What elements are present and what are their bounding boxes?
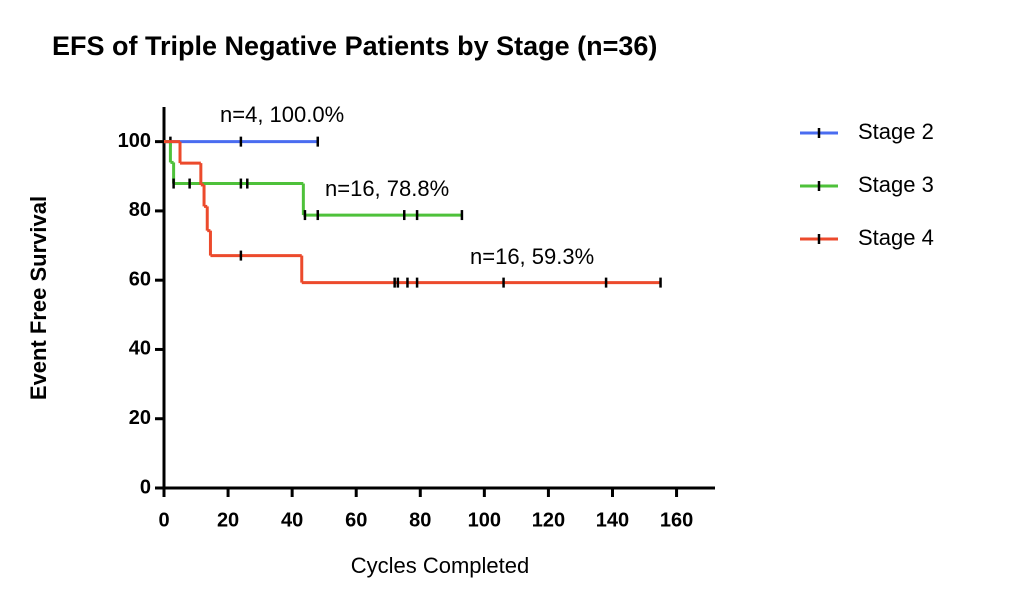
y-tick-label: 100 <box>118 130 151 152</box>
x-tick-label: 0 <box>158 509 169 531</box>
annotation: n=16, 59.3% <box>470 244 594 269</box>
y-tick-label: 80 <box>129 199 151 221</box>
x-tick-label: 100 <box>468 509 501 531</box>
x-tick-label: 160 <box>660 509 693 531</box>
y-tick-label: 20 <box>129 407 151 429</box>
legend-label: Stage 4 <box>858 225 934 250</box>
x-tick-label: 20 <box>217 509 239 531</box>
annotation: n=16, 78.8% <box>325 176 449 201</box>
x-tick-label: 40 <box>281 509 303 531</box>
legend-label: Stage 3 <box>858 172 934 197</box>
x-axis-title: Cycles Completed <box>351 553 530 578</box>
legend-label: Stage 2 <box>858 119 934 144</box>
y-tick-label: 0 <box>140 476 151 498</box>
annotation: n=4, 100.0% <box>220 102 344 127</box>
y-tick-label: 60 <box>129 268 151 290</box>
x-tick-label: 120 <box>532 509 565 531</box>
x-tick-label: 80 <box>409 509 431 531</box>
chart-title: EFS of Triple Negative Patients by Stage… <box>52 31 657 61</box>
x-tick-label: 60 <box>345 509 367 531</box>
y-axis-title: Event Free Survival <box>26 196 51 400</box>
x-tick-label: 140 <box>596 509 629 531</box>
y-tick-label: 40 <box>129 338 151 360</box>
